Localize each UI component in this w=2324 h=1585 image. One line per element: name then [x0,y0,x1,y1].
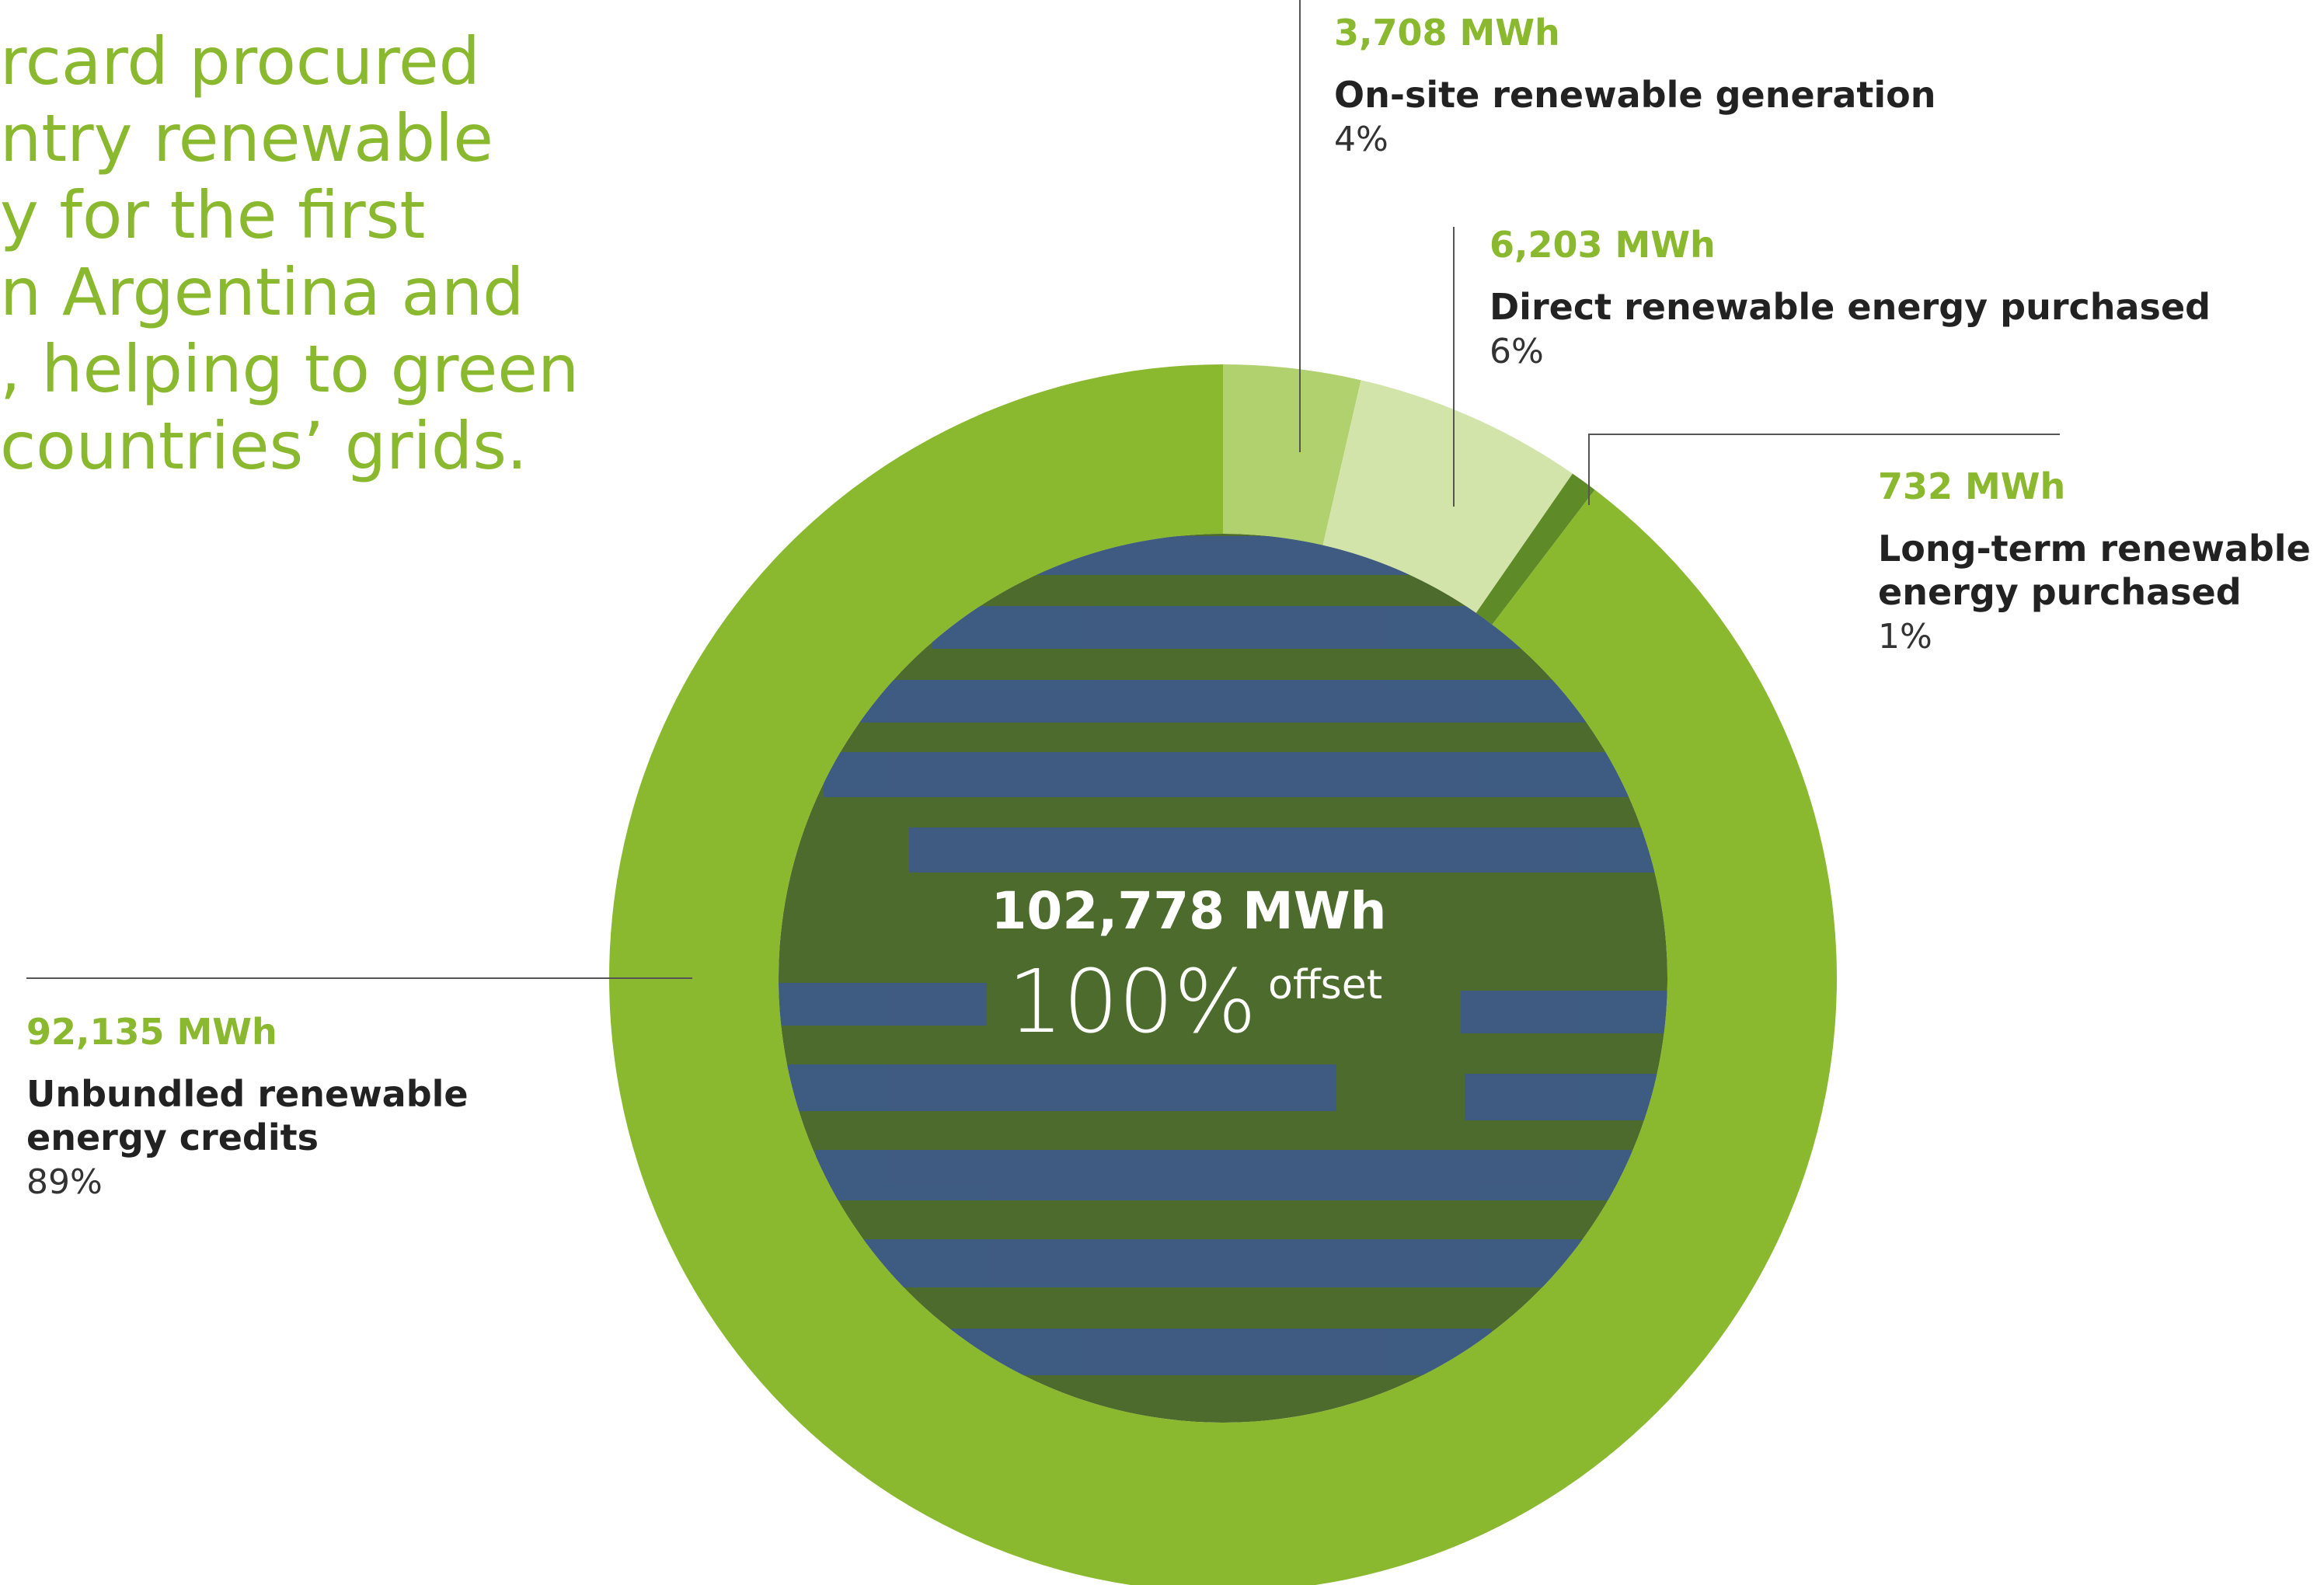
value-label: 92,135 MWh [26,1011,277,1053]
center-photo [779,534,1667,1423]
value-label: 3,708 MWh [1334,12,1560,54]
center-total: 102,778 MWh [991,881,1386,941]
value-label: 6,203 MWh [1490,224,1716,266]
title-line: , helping to green [0,331,580,407]
segment-label: 6,203 MWh Direct renewable energy purchas… [1490,221,2267,375]
category-label: Direct renewable energy purchased [1490,286,2211,328]
center-percent: 100% [1008,952,1256,1053]
title-line: n Argentina and [0,254,524,330]
category-label: On-site renewable generation [1334,74,1936,116]
center-note: offset [1268,962,1382,1008]
percent-label: 6% [1490,332,1544,371]
donut-segment [1476,473,1595,625]
title-line: y for the first [0,177,426,253]
donut-segment [1322,380,1573,613]
segment-label: 3,708 MWh On-site renewable generation 4% [1334,9,2111,163]
donut-segment [1223,364,1361,545]
segment-label: 92,135 MWh Unbundled renewable energy cre… [26,1008,508,1206]
percent-label: 1% [1878,617,1932,657]
leader-line [1588,434,2060,505]
title-line: ntry renewable [0,100,493,176]
category-label: Unbundled renewable energy credits [26,1073,469,1158]
leader-lines [26,0,2060,979]
percent-label: 89% [26,1162,103,1202]
title-line: countries’ grids. [0,408,528,484]
value-label: 732 MWh [1878,465,2066,507]
title-line: rcard procured [0,23,480,99]
percent-label: 4% [1334,120,1388,159]
category-label: Long-term renewable energy purchased [1878,528,2311,613]
segment-label: 732 MWh Long-term renewable energy purcha… [1878,463,2321,660]
title: rcard procured ntry renewable y for the fi… [0,23,579,485]
